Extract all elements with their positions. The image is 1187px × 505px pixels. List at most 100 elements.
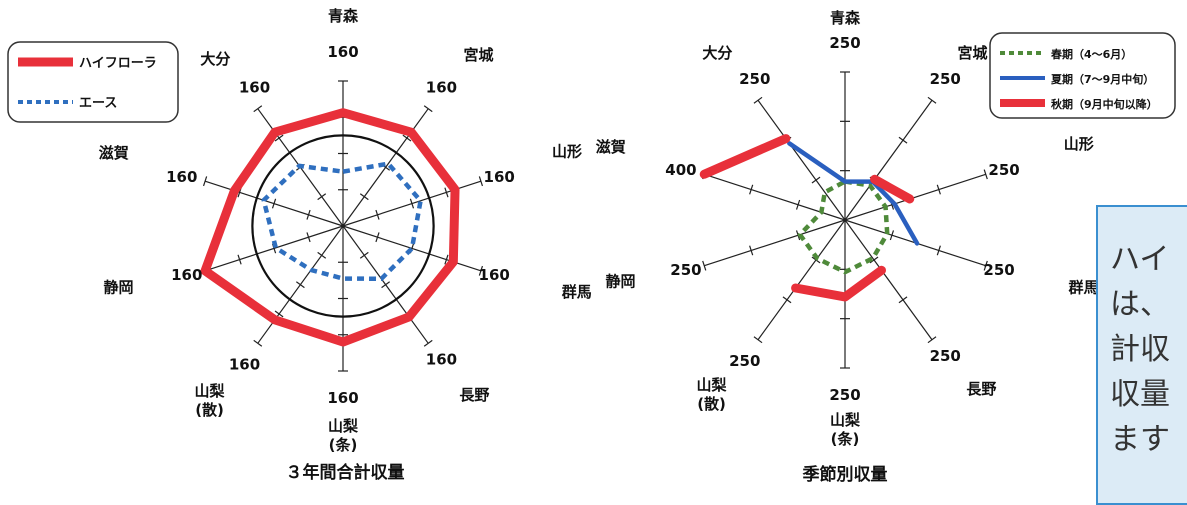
axis-max-tick-label: 160 bbox=[171, 266, 202, 284]
legend-label: 春期（4～6月） bbox=[1051, 47, 1132, 61]
axis-label-line: 山梨 bbox=[830, 411, 860, 429]
axis-max-tick-label: 160 bbox=[166, 168, 197, 186]
series-line bbox=[200, 108, 460, 347]
radar-tick bbox=[869, 256, 879, 264]
radar-tick bbox=[983, 169, 988, 180]
axis-label-line: 青森 bbox=[830, 9, 861, 27]
radar-tick bbox=[317, 251, 327, 259]
radar-tick bbox=[927, 96, 937, 104]
axis-label: 群馬 bbox=[1068, 279, 1098, 297]
axis-label: 山梨(条) bbox=[328, 417, 358, 454]
axis-label-line: 青森 bbox=[328, 7, 359, 25]
chart-title-total: ３年間合計収量 bbox=[286, 462, 405, 483]
radar-tick bbox=[359, 251, 369, 259]
legend-label: 秋期（9月中旬以降） bbox=[1051, 97, 1158, 111]
legend-label: エース bbox=[79, 96, 117, 111]
radar-spoke bbox=[757, 219, 846, 341]
radar-tick bbox=[936, 184, 941, 195]
axis-label-line: (散) bbox=[195, 401, 224, 419]
note-line: 収量 bbox=[1110, 377, 1170, 412]
radar-tick bbox=[898, 296, 908, 304]
radar-tick bbox=[381, 281, 391, 289]
axis-label: 青森 bbox=[830, 9, 861, 27]
radar-tick bbox=[753, 336, 763, 344]
radar-tick bbox=[423, 105, 433, 113]
legend-seasonal: 春期（4～6月） 夏期（7～9月中旬） 秋期（9月中旬以降） bbox=[989, 32, 1176, 119]
axis-label-line: 静岡 bbox=[606, 272, 636, 290]
axis-label-line: 山形 bbox=[552, 142, 582, 160]
radar-chart-seasonal-yield: 青森250宮城250山形250群馬250長野250山梨(条)250山梨(散)25… bbox=[596, 9, 1099, 448]
radar-tick bbox=[749, 245, 754, 256]
axis-max-tick-label: 250 bbox=[739, 70, 770, 88]
radar-spoke bbox=[844, 173, 986, 221]
axis-max-tick-label: 250 bbox=[670, 261, 701, 279]
axis-max-tick-label: 250 bbox=[988, 161, 1019, 179]
axis-label-line: (条) bbox=[831, 430, 860, 448]
radar-tick bbox=[478, 265, 484, 276]
axis-label-line: (散) bbox=[697, 395, 726, 413]
series-line bbox=[870, 174, 915, 204]
axis-label: 山梨(散) bbox=[697, 376, 727, 413]
radar-tick bbox=[237, 254, 242, 265]
axis-label: 大分 bbox=[702, 44, 732, 62]
axis-max-tick-label: 160 bbox=[426, 78, 457, 96]
radar-tick bbox=[274, 134, 284, 142]
radar-tick bbox=[478, 176, 484, 187]
radar-tick bbox=[444, 254, 449, 265]
axis-max-tick-label: 160 bbox=[479, 266, 510, 284]
radar-spoke bbox=[704, 219, 846, 267]
axis-label-line: 山形 bbox=[1064, 135, 1094, 153]
radar-spoke bbox=[844, 99, 933, 221]
axis-max-tick-label: 160 bbox=[484, 168, 515, 186]
axis-label-line: 群馬 bbox=[562, 283, 592, 301]
axis-label: 滋賀 bbox=[596, 138, 626, 156]
legend-label: 夏期（7～9月中旬） bbox=[1051, 72, 1154, 86]
axis-label-line: 宮城 bbox=[958, 44, 988, 62]
axis-label-line: 山梨 bbox=[328, 417, 358, 435]
radar-tick bbox=[409, 198, 415, 209]
radar-tick bbox=[306, 232, 311, 243]
radar-tick bbox=[317, 193, 327, 201]
axis-label: 山梨(散) bbox=[195, 382, 225, 419]
radar-tick bbox=[359, 193, 369, 201]
radar-tick bbox=[749, 184, 754, 195]
radar-tick bbox=[811, 176, 821, 184]
axis-max-tick-label: 160 bbox=[239, 78, 270, 96]
radar-spoke bbox=[757, 99, 846, 221]
axis-label: 長野 bbox=[966, 380, 996, 398]
legend-label: ハイフローラ bbox=[79, 56, 157, 71]
radar-tick bbox=[423, 339, 433, 347]
axis-label-line: 静岡 bbox=[104, 278, 134, 296]
side-note-box: ハイ は、 計収 収量 ます bbox=[1096, 205, 1187, 505]
radar-tick bbox=[753, 96, 763, 104]
axis-label: 滋賀 bbox=[99, 144, 129, 162]
series-line bbox=[791, 265, 887, 302]
note-line: 計収 bbox=[1110, 332, 1170, 367]
radar-tick bbox=[253, 105, 263, 113]
series-line bbox=[261, 161, 423, 282]
axis-max-tick-label: 400 bbox=[665, 161, 696, 179]
axis-label-line: 山梨 bbox=[195, 382, 225, 400]
radar-tick bbox=[898, 136, 908, 144]
radar-tick bbox=[782, 296, 792, 304]
axis-label: 静岡 bbox=[104, 278, 134, 296]
axis-label-line: 滋賀 bbox=[99, 144, 129, 162]
radar-spoke bbox=[844, 219, 933, 341]
axis-max-tick-label: 250 bbox=[983, 261, 1014, 279]
axis-label-line: 群馬 bbox=[1068, 279, 1098, 297]
note-line: は、 bbox=[1110, 287, 1170, 322]
axis-label: 山形 bbox=[1064, 135, 1094, 153]
axis-max-tick-label: 250 bbox=[829, 34, 860, 52]
radar-tick bbox=[375, 232, 380, 243]
axis-label-line: (条) bbox=[329, 436, 358, 454]
radar-tick bbox=[444, 187, 449, 198]
axis-label: 長野 bbox=[459, 386, 489, 404]
axis-label-line: 宮城 bbox=[463, 46, 493, 64]
axis-label: 群馬 bbox=[562, 283, 592, 301]
radar-tick bbox=[983, 260, 988, 271]
axis-max-tick-label: 160 bbox=[327, 389, 358, 407]
axis-max-tick-label: 250 bbox=[729, 352, 760, 370]
series-line bbox=[797, 179, 890, 275]
